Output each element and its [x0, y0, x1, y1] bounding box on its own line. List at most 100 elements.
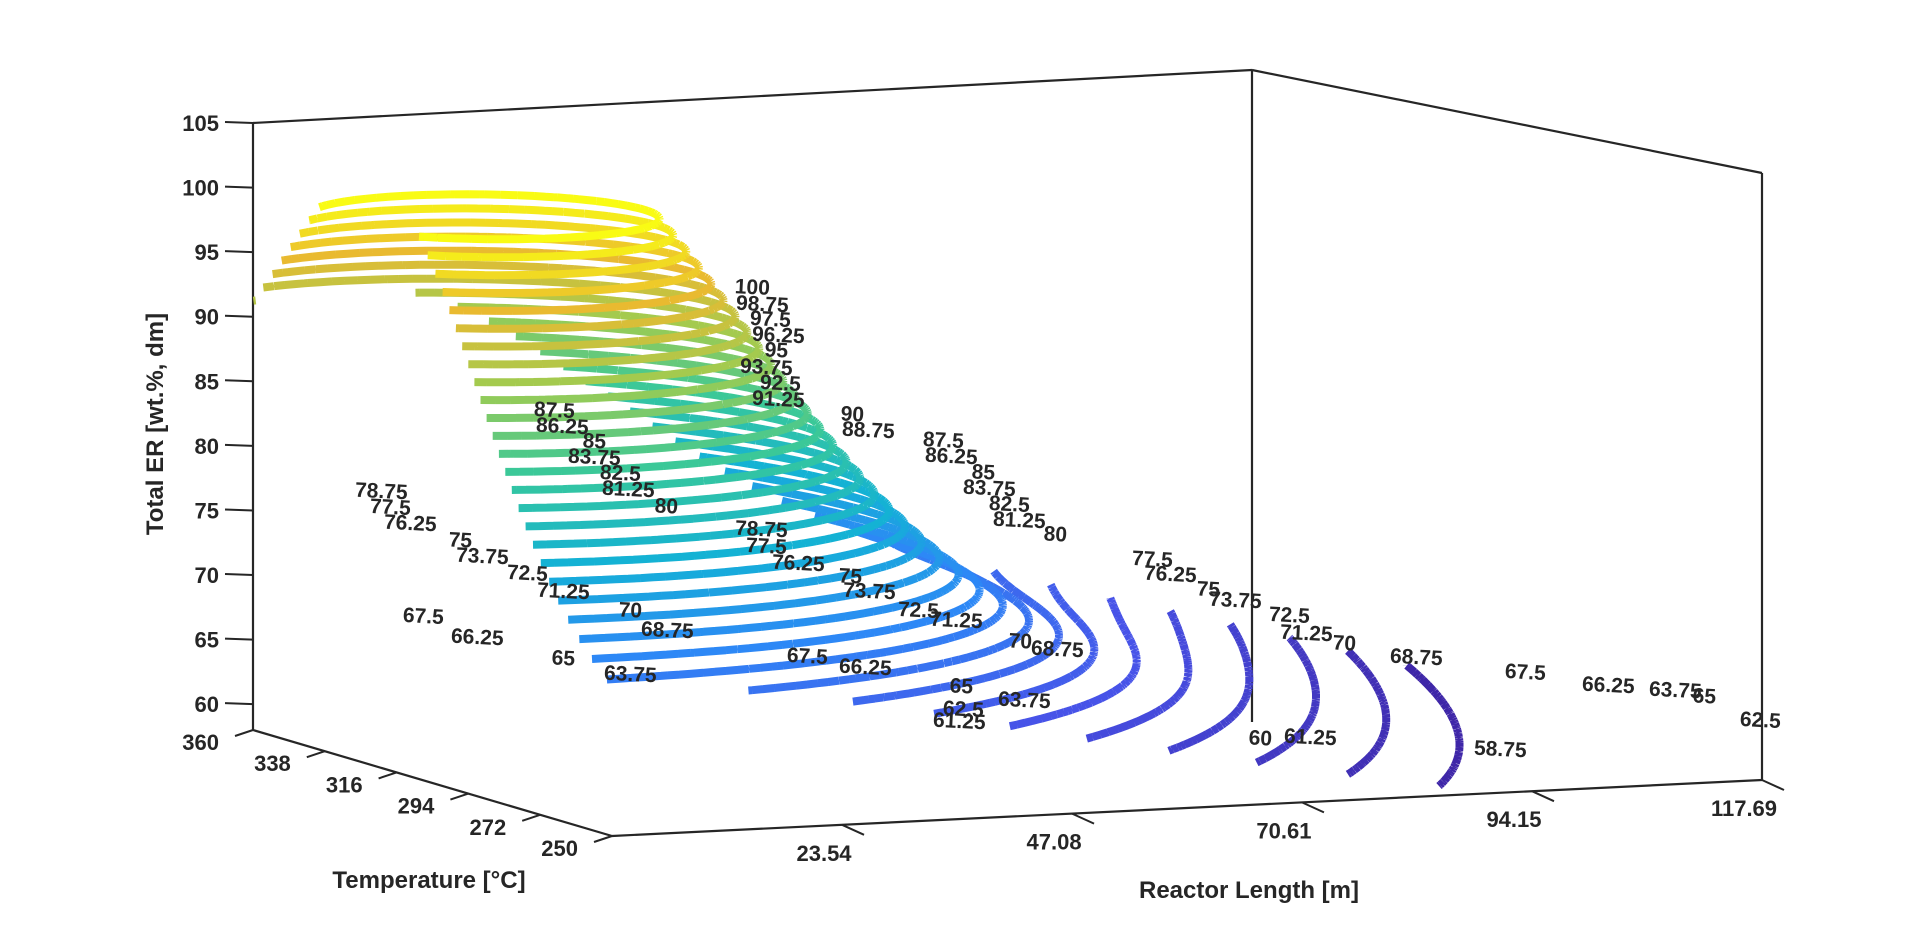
x-tick-mark	[1301, 801, 1325, 814]
contour-label-text: 76.25	[771, 551, 825, 577]
contour-label-text: 65	[551, 646, 576, 670]
y-tick-mark	[234, 729, 254, 737]
contour-label-text: 88.75	[841, 418, 895, 444]
y-tick-label: 338	[254, 751, 291, 776]
contour-label-text: 70	[1332, 631, 1357, 655]
contour-label-text: 77.5	[1131, 547, 1173, 572]
z-tick-mark	[224, 379, 254, 383]
contour-label-text: 81.25	[601, 477, 655, 503]
contour-label-text: 60	[1248, 726, 1273, 750]
contour-label-text: 62.5	[942, 697, 984, 722]
contour-label-text: 98.75	[735, 292, 789, 318]
contour-label-text: 73.75	[842, 579, 896, 605]
contour-label-text: 61.25	[1283, 725, 1337, 751]
contour-label-text: 58.75	[1473, 737, 1527, 763]
contour-label-text: 93.75	[739, 355, 793, 381]
z-axis-label: Total ER [wt.%, dm]	[142, 313, 169, 535]
contour-label-text: 86.25	[535, 414, 589, 440]
contour-label-text: 70	[618, 598, 643, 622]
y-tick-label: 250	[541, 836, 578, 861]
z-tick-label: 95	[195, 240, 219, 265]
contour-label-text: 62.5	[1739, 708, 1781, 733]
y-tick-mark	[306, 750, 326, 759]
contour-line-65.00	[1008, 596, 1141, 731]
x-tick-label: 94.15	[1486, 807, 1541, 832]
z-tick-mark	[224, 508, 254, 512]
contour-line-63.75	[1085, 609, 1193, 743]
x-axis-label: Reactor Length [m]	[1139, 877, 1359, 904]
z-tick-mark	[224, 250, 254, 254]
x-tick-mark	[1761, 779, 1785, 791]
contour-label-text: 86.25	[924, 444, 978, 470]
z-tick-mark	[224, 702, 254, 706]
front-axes	[252, 728, 1763, 838]
z-tick-mark	[224, 121, 254, 124]
contour-line-75.00	[558, 482, 926, 605]
z-tick-mark	[224, 573, 254, 577]
contour-line-61.25	[1254, 634, 1320, 767]
x-tick-label: 70.61	[1256, 818, 1311, 843]
contour-label-text: 83.75	[962, 476, 1016, 502]
y-axis-line	[252, 728, 613, 838]
contour-label-text: 92.5	[759, 371, 801, 396]
contour-line-98.75	[308, 204, 678, 262]
contour-line-67.50	[852, 568, 1063, 706]
contour-label-text: 85	[971, 460, 996, 484]
contour-label-text: 82.5	[988, 492, 1030, 517]
contour-label-text: 76.25	[383, 511, 437, 537]
z-tick-label: 65	[195, 628, 219, 653]
axis-ticks: 23.54 47.08 70.61 94.15 117.69 250 272 294 316 33…	[182, 111, 1785, 866]
z-tick-label: 100	[182, 176, 219, 201]
z-tick-mark	[224, 637, 254, 641]
y-axis-label: Temperature [°C]	[332, 867, 525, 894]
back-box-lines	[251, 68, 1764, 780]
contour-label-text: 91.25	[751, 387, 805, 413]
contour-label-text: 73.75	[1208, 588, 1262, 614]
contour-label-text: 83.75	[567, 445, 621, 471]
y-tick-label: 360	[182, 730, 219, 755]
x-tick-label: 23.54	[796, 841, 852, 866]
contour-label-text: 71.25	[536, 579, 590, 605]
contour-label-text: 81.25	[992, 508, 1046, 534]
contour-label-text: 82.5	[599, 461, 641, 486]
contour-line-62.50	[1167, 622, 1254, 755]
contour-label-text: 76.25	[1143, 562, 1197, 588]
contour-label-text: 68.75	[1030, 637, 1084, 663]
contour-line-58.75	[1402, 662, 1464, 789]
contour-label-text: 66.25	[838, 655, 892, 681]
z-tick-label: 80	[195, 434, 219, 459]
contour-label-text: 73.75	[455, 544, 509, 570]
x-tick-label: 117.69	[1711, 796, 1777, 821]
z-tick-mark	[224, 314, 254, 318]
z-tick-label: 70	[195, 563, 219, 588]
contour-label-text: 63.75	[997, 688, 1051, 714]
contour-label-text: 65	[949, 674, 974, 698]
z-tick-label: 85	[195, 369, 219, 394]
contour-label-text: 68.75	[1389, 645, 1443, 671]
contour-label-text: 80	[1043, 522, 1068, 546]
contour-label-text: 100	[734, 275, 770, 300]
contour-lines	[252, 190, 1464, 789]
contour-label-text: 80	[654, 494, 679, 518]
back-top-left-edge	[252, 68, 1253, 125]
y-tick-mark	[521, 813, 541, 822]
contour-line-93.75	[272, 260, 728, 333]
contour-label-text: 66.25	[450, 625, 504, 651]
z-tick-label: 75	[195, 498, 219, 523]
contour-label-text: 61.25	[932, 709, 986, 735]
y-tick-label: 272	[469, 815, 506, 840]
contour-label-text: 87.5	[533, 398, 575, 423]
contour-label-text: 66.25	[1581, 673, 1635, 699]
contour-label-text: 75	[1196, 577, 1221, 601]
y-tick-label: 294	[398, 794, 435, 819]
contour-label-text: 67.5	[786, 644, 828, 669]
contour-label-text: 77.5	[745, 534, 787, 559]
contour-label-text: 78.75	[734, 517, 788, 543]
contour-label-text: 65	[1692, 684, 1717, 708]
z-tick-label: 105	[182, 111, 219, 136]
contour-line-76.25	[549, 467, 910, 586]
y-tick-mark	[450, 792, 469, 801]
